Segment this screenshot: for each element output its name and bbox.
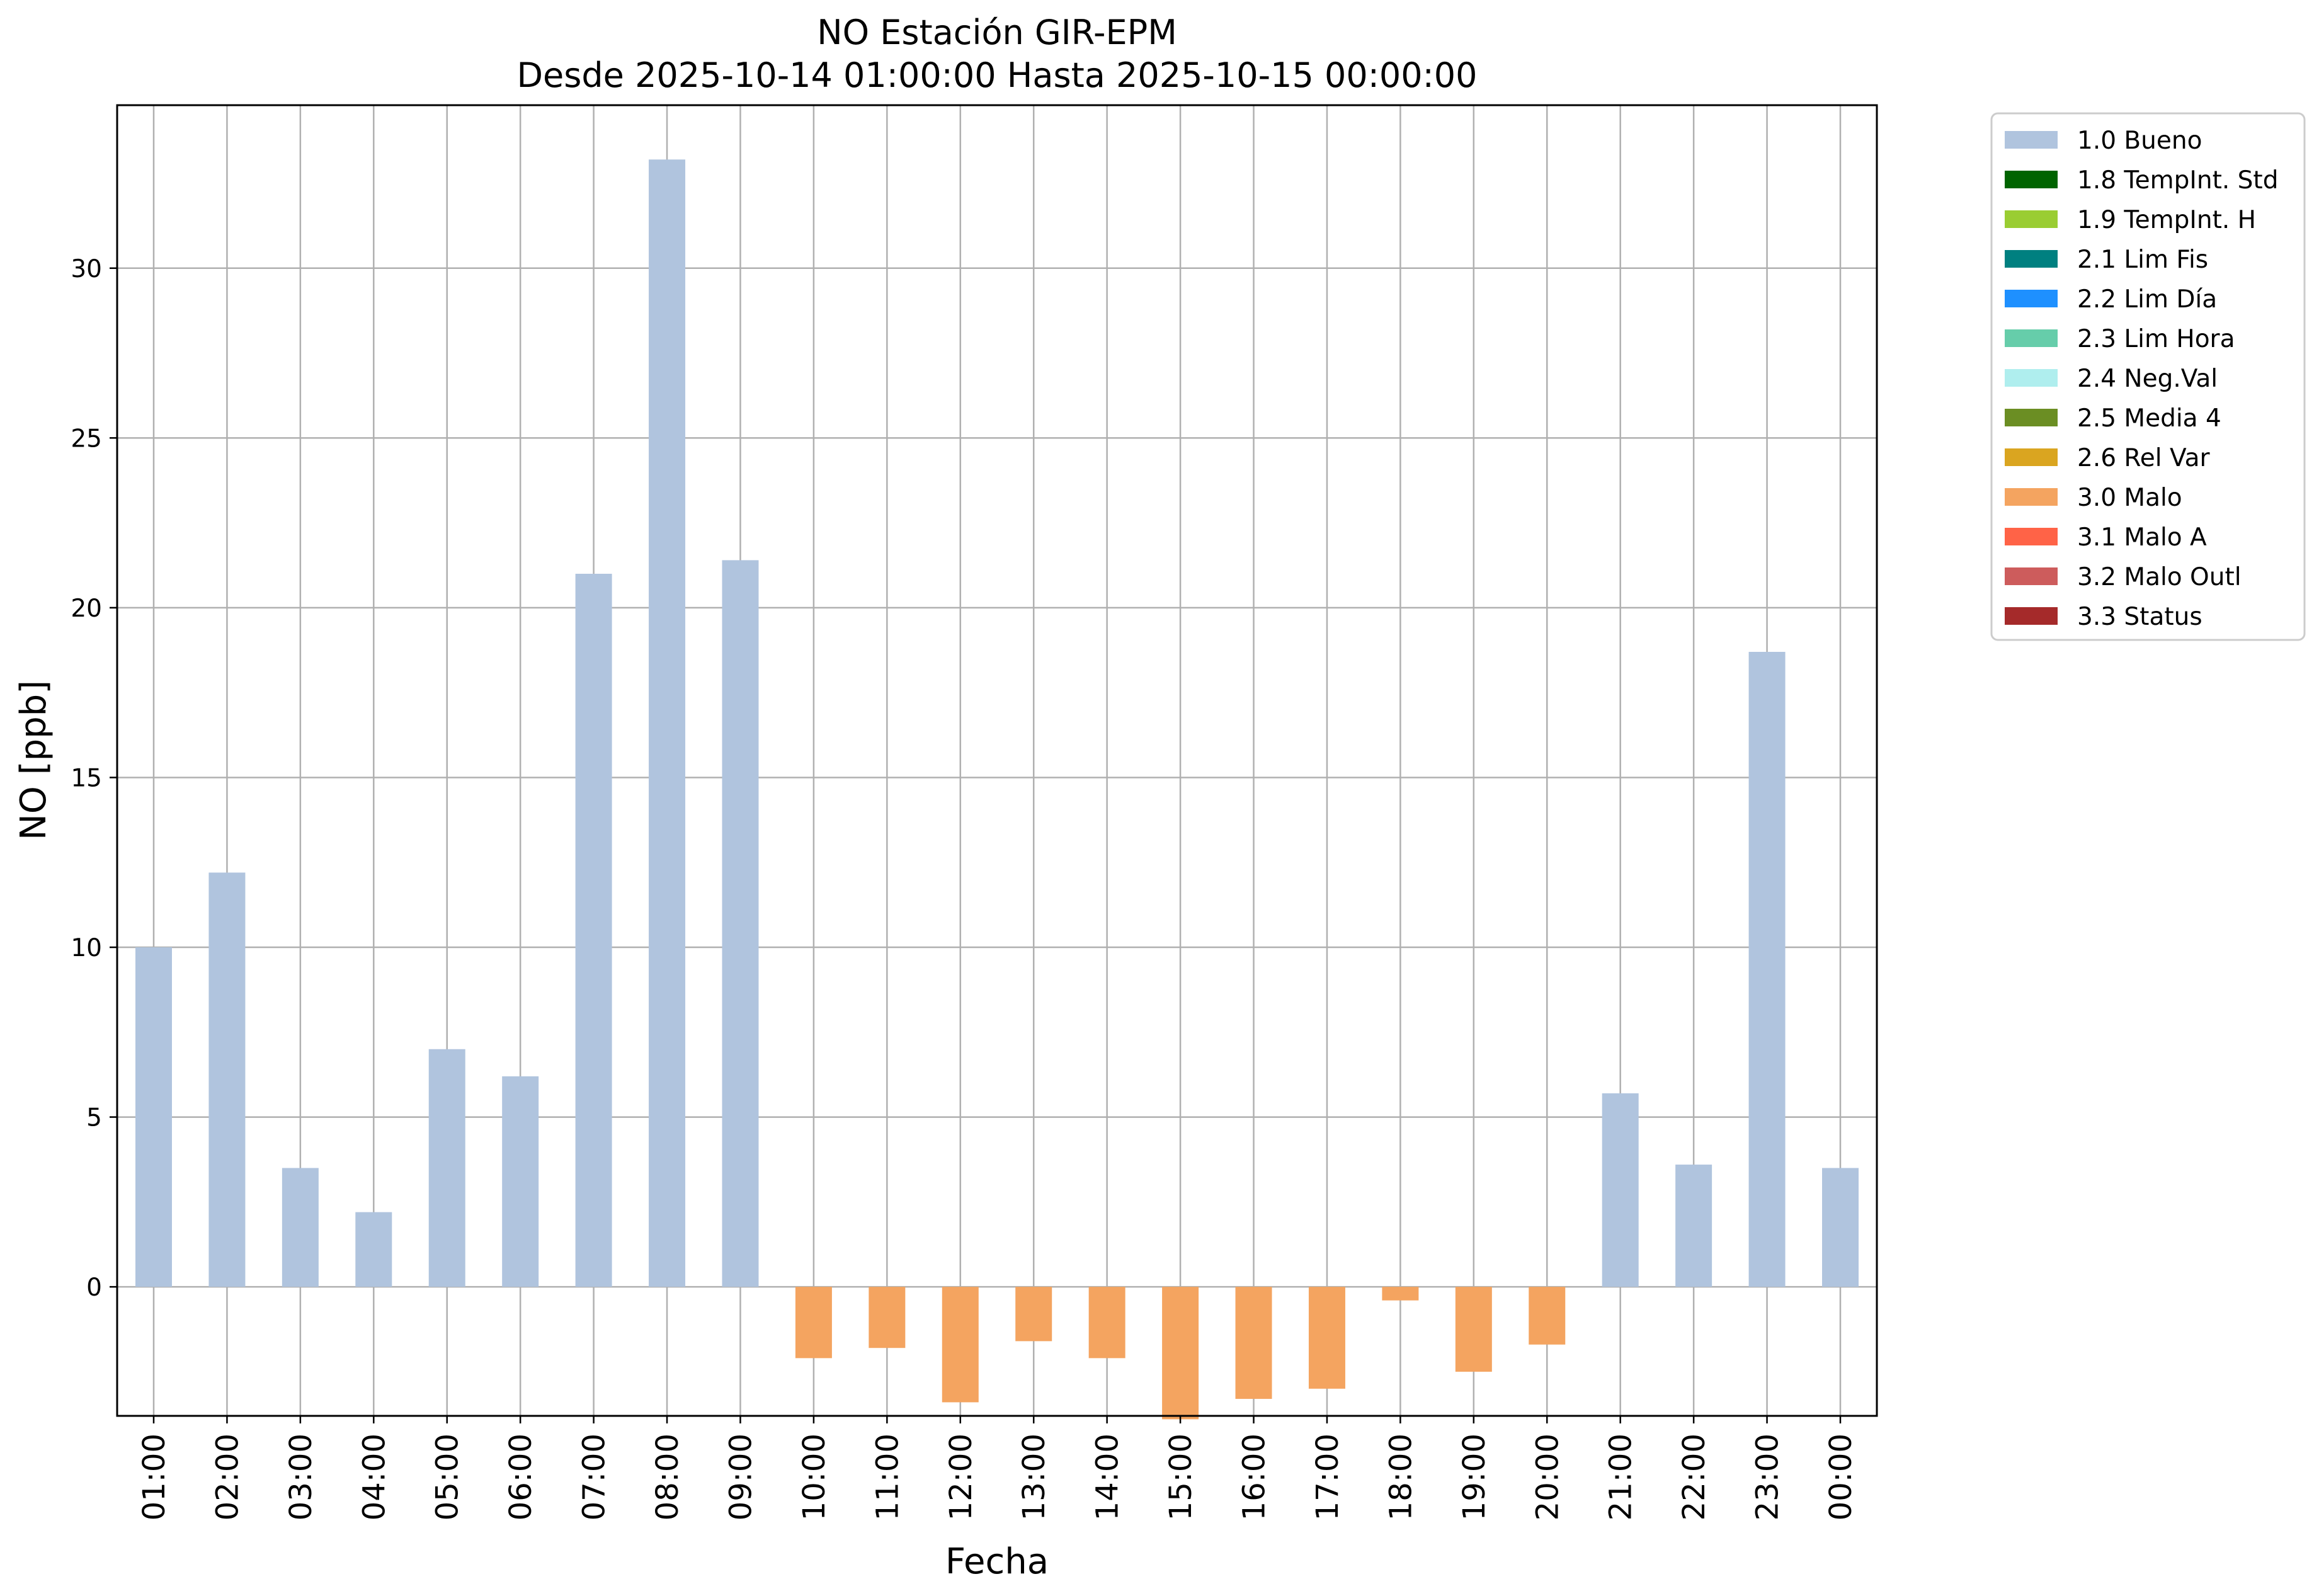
bar-2200 <box>1675 1165 1712 1287</box>
x-tick-label: 17:00 <box>1310 1434 1345 1520</box>
x-tick-label: 20:00 <box>1530 1434 1565 1520</box>
legend-swatch <box>2005 567 2058 585</box>
bar-0600 <box>502 1076 539 1287</box>
legend-label: 2.4 Neg.Val <box>2077 365 2218 393</box>
x-tick-label: 10:00 <box>797 1434 832 1520</box>
legend-label: 1.9 TempInt. H <box>2077 206 2256 234</box>
x-tick-label: 11:00 <box>870 1434 905 1520</box>
x-tick-label: 13:00 <box>1017 1434 1052 1520</box>
x-tick-label: 16:00 <box>1237 1434 1272 1520</box>
y-tick-label: 10 <box>71 934 102 962</box>
bar-0700 <box>575 573 612 1287</box>
x-tick-label: 04:00 <box>356 1434 392 1520</box>
legend-label: 2.6 Rel Var <box>2077 444 2211 472</box>
x-tick-label: 12:00 <box>943 1434 979 1520</box>
legend-swatch <box>2005 329 2058 347</box>
legend-swatch <box>2005 250 2058 268</box>
legend-label: 3.3 Status <box>2077 603 2202 631</box>
legend-label: 3.0 Malo <box>2077 484 2182 512</box>
bar-1900 <box>1455 1287 1492 1372</box>
y-tick-label: 5 <box>86 1104 102 1132</box>
legend-swatch <box>2005 369 2058 387</box>
legend-swatch <box>2005 409 2058 426</box>
bar-2300 <box>1748 651 1786 1287</box>
bar-0100 <box>135 947 172 1287</box>
legend-swatch <box>2005 488 2058 506</box>
legend-frame <box>1990 112 2306 641</box>
bar-1100 <box>869 1287 906 1348</box>
x-tick-label: 18:00 <box>1383 1434 1418 1520</box>
legend-swatch <box>2005 210 2058 228</box>
bar-1600 <box>1235 1287 1272 1399</box>
x-axis-label: Fecha <box>945 1541 1049 1582</box>
bar-0200 <box>208 872 246 1287</box>
legend-swatch <box>2005 290 2058 307</box>
bar-0400 <box>355 1212 392 1287</box>
bar-1700 <box>1308 1287 1345 1389</box>
bar-1500 <box>1162 1287 1199 1420</box>
legend: 1.0 Bueno 1.8 TempInt. Std 1.9 TempInt. H 2… <box>1990 112 2306 641</box>
bar-0300 <box>282 1168 319 1287</box>
bar-1400 <box>1088 1287 1125 1359</box>
x-tick-label: 05:00 <box>430 1434 465 1520</box>
bar-0800 <box>649 159 686 1287</box>
y-axis-label: NO [ppb] <box>13 680 54 840</box>
legend-label: 1.0 Bueno <box>2077 127 2202 155</box>
bar-1800 <box>1382 1287 1419 1301</box>
bar-1000 <box>795 1287 832 1359</box>
bar-0000 <box>1822 1168 1859 1287</box>
x-tick-label: 15:00 <box>1163 1434 1199 1520</box>
legend-label: 2.5 Media 4 <box>2077 404 2221 433</box>
x-tick-label: 08:00 <box>650 1434 685 1520</box>
legend-label: 2.2 Lim Día <box>2077 285 2217 314</box>
legend-label: 2.1 Lim Fis <box>2077 246 2208 274</box>
x-tick-label: 02:00 <box>210 1434 245 1520</box>
plot-area-frame <box>116 104 1878 1417</box>
chart-subtitle: Desde 2025-10-14 01:00:00 Hasta 2025-10-… <box>516 55 1477 95</box>
x-tick-label: 03:00 <box>283 1434 319 1520</box>
ticks: 0 5 10 15 20 25 30 01:00 02:00 03:00 04:00 05:00 06:… <box>71 255 1859 1521</box>
legend-swatch <box>2005 131 2058 149</box>
y-tick-label: 30 <box>71 255 102 283</box>
y-tick-label: 15 <box>71 764 102 792</box>
legend-label: 3.2 Malo Outl <box>2077 563 2242 591</box>
x-tick-label: 19:00 <box>1457 1434 1492 1520</box>
y-tick-label: 20 <box>71 595 102 623</box>
legend-label: 1.8 TempInt. Std <box>2077 166 2278 195</box>
bars <box>135 159 1859 1420</box>
x-tick-label: 01:00 <box>137 1434 172 1520</box>
y-tick-label: 0 <box>86 1274 102 1302</box>
x-tick-label: 00:00 <box>1823 1434 1859 1520</box>
x-tick-label: 07:00 <box>577 1434 612 1520</box>
x-tick-label: 09:00 <box>723 1434 758 1520</box>
x-tick-label: 23:00 <box>1750 1434 1786 1520</box>
bar-2000 <box>1529 1287 1566 1345</box>
bar-1200 <box>942 1287 979 1403</box>
bar-0900 <box>722 560 759 1287</box>
bar-2100 <box>1602 1093 1639 1287</box>
chart-title: NO Estación GIR-EPM <box>817 13 1177 52</box>
bar-1300 <box>1015 1287 1052 1342</box>
legend-swatch <box>2005 171 2058 188</box>
legend-swatch <box>2005 448 2058 466</box>
x-tick-label: 21:00 <box>1604 1434 1639 1520</box>
legend-label: 3.1 Malo A <box>2077 523 2207 552</box>
x-tick-label: 22:00 <box>1677 1434 1712 1520</box>
legend-swatch <box>2005 528 2058 545</box>
legend-label: 2.3 Lim Hora <box>2077 325 2235 353</box>
x-tick-label: 06:00 <box>503 1434 538 1520</box>
bar-0500 <box>428 1049 465 1287</box>
y-tick-label: 25 <box>71 425 102 453</box>
x-tick-label: 14:00 <box>1090 1434 1125 1520</box>
legend-swatch <box>2005 607 2058 625</box>
